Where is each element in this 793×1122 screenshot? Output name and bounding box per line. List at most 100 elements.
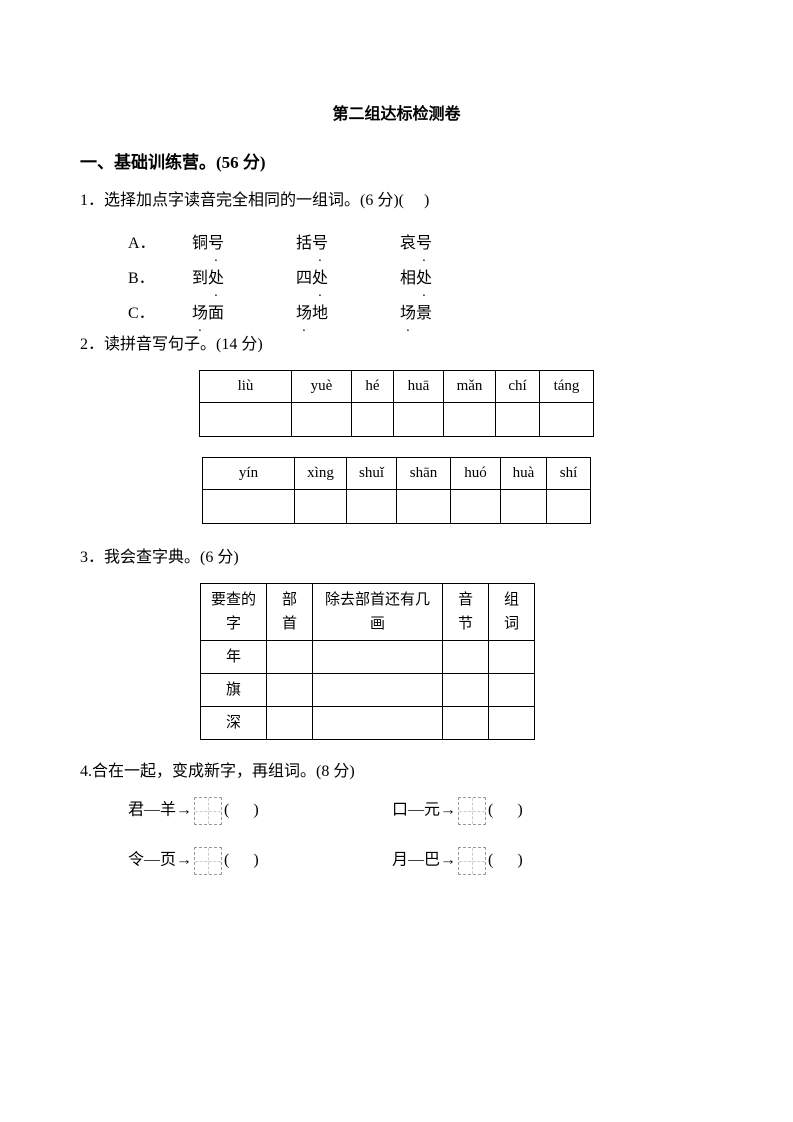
pinyin-cell: chí [496, 371, 540, 403]
dict-header: 要查的字 [201, 583, 267, 640]
tianzige-box[interactable] [458, 847, 486, 875]
answer-cell[interactable] [203, 490, 295, 524]
opt-word: 场景 [400, 296, 432, 331]
q3-prompt: 3．我会查字典。(6 分) [80, 544, 713, 573]
opt-word: 相处 [400, 261, 432, 296]
combo-left: 月 [392, 851, 408, 868]
answer-cell[interactable] [540, 403, 594, 437]
combo-left: 君 [128, 801, 144, 818]
opt-word: 铜号 [192, 226, 292, 261]
q1-option-b: B． 到处 四处 相处 [128, 261, 713, 296]
answer-cell[interactable] [200, 403, 292, 437]
answer-cell[interactable] [443, 640, 489, 673]
answer-cell[interactable] [489, 640, 535, 673]
char-dotted: 处 [208, 261, 224, 296]
answer-cell[interactable] [292, 403, 352, 437]
answer-cell[interactable] [547, 490, 591, 524]
dict-header: 除去部首还有几画 [313, 583, 443, 640]
combo-item: 口—元→( ) [392, 797, 652, 825]
q1-prompt: 1．选择加点字读音完全相同的一组词。(6 分)( ) [80, 187, 713, 216]
answer-cell[interactable] [352, 403, 394, 437]
q1-text-b: ) [424, 192, 429, 209]
combo-right: 页 [160, 851, 176, 868]
opt-label: B． [128, 261, 188, 296]
dict-header: 部首 [267, 583, 313, 640]
q4-block: 君—羊→( ) 口—元→( ) 令—页→( ) 月—巴→( ) [80, 797, 713, 875]
char: 面 [208, 305, 224, 322]
opt-word: 到处 [192, 261, 292, 296]
tianzige-box[interactable] [194, 847, 222, 875]
answer-cell[interactable] [489, 706, 535, 739]
char: 景 [416, 305, 432, 322]
char: 括 [296, 235, 312, 252]
combo-right: 羊 [160, 801, 176, 818]
combo-item: 令—页→( ) [128, 847, 388, 875]
answer-cell[interactable] [295, 490, 347, 524]
q2-table-1: liù yuè hé huā mǎn chí táng [199, 370, 594, 437]
dict-header: 音节 [443, 583, 489, 640]
combo-item: 月—巴→( ) [392, 847, 652, 875]
char-dotted: 场 [400, 296, 416, 331]
answer-cell[interactable] [267, 640, 313, 673]
pinyin-cell: xìng [295, 458, 347, 490]
tianzige-box[interactable] [194, 797, 222, 825]
answer-cell[interactable] [394, 403, 444, 437]
char: 铜 [192, 235, 208, 252]
char: 相 [400, 270, 416, 287]
page-title: 第二组达标检测卷 [80, 100, 713, 124]
dict-char: 旗 [201, 673, 267, 706]
answer-cell[interactable] [313, 706, 443, 739]
char-dotted: 场 [296, 296, 312, 331]
answer-cell[interactable] [397, 490, 451, 524]
answer-cell[interactable] [444, 403, 496, 437]
pinyin-cell: hé [352, 371, 394, 403]
answer-cell[interactable] [496, 403, 540, 437]
pinyin-cell: shí [547, 458, 591, 490]
pinyin-cell: liù [200, 371, 292, 403]
answer-cell[interactable] [313, 673, 443, 706]
q1-option-a: A． 铜号 括号 哀号 [128, 226, 713, 261]
char-dotted: 处 [312, 261, 328, 296]
combo-right: 元 [424, 801, 440, 818]
answer-cell[interactable] [347, 490, 397, 524]
answer-cell[interactable] [489, 673, 535, 706]
combo-left: 口 [392, 801, 408, 818]
answer-cell[interactable] [443, 706, 489, 739]
answer-cell[interactable] [267, 673, 313, 706]
opt-word: 哀号 [400, 226, 432, 261]
opt-word: 场面 [192, 296, 292, 331]
answer-cell[interactable] [443, 673, 489, 706]
opt-word: 四处 [296, 261, 396, 296]
q4-prompt: 4.合在一起，变成新字，再组词。(8 分) [80, 758, 713, 787]
pinyin-cell: shuǐ [347, 458, 397, 490]
char: 到 [192, 270, 208, 287]
char-dotted: 号 [416, 226, 432, 261]
dict-header: 组词 [489, 583, 535, 640]
char-dotted: 号 [208, 226, 224, 261]
dict-char: 深 [201, 706, 267, 739]
opt-label: C． [128, 296, 188, 331]
answer-cell[interactable] [451, 490, 501, 524]
answer-cell[interactable] [267, 706, 313, 739]
pinyin-cell: mǎn [444, 371, 496, 403]
char-dotted: 号 [312, 226, 328, 261]
q3-table: 要查的字 部首 除去部首还有几画 音节 组词 年 旗 深 [200, 583, 535, 740]
q1-text-a: 1．选择加点字读音完全相同的一组词。(6 分)( [80, 192, 404, 209]
pinyin-cell: huā [394, 371, 444, 403]
pinyin-cell: yín [203, 458, 295, 490]
pinyin-cell: yuè [292, 371, 352, 403]
q1-options: A． 铜号 括号 哀号 B． 到处 四处 相处 C． 场面 场地 场景 [80, 226, 713, 332]
q2-table-2: yín xìng shuǐ shān huó huà shí [202, 457, 591, 524]
char-dotted: 场 [192, 296, 208, 331]
answer-cell[interactable] [313, 640, 443, 673]
combo-left: 令 [128, 851, 144, 868]
q2-prompt: 2．读拼音写句子。(14 分) [80, 331, 713, 360]
pinyin-cell: huà [501, 458, 547, 490]
pinyin-cell: huó [451, 458, 501, 490]
tianzige-box[interactable] [458, 797, 486, 825]
dict-char: 年 [201, 640, 267, 673]
section-heading: 一、基础训练营。(56 分) [80, 148, 713, 173]
char-dotted: 处 [416, 261, 432, 296]
answer-cell[interactable] [501, 490, 547, 524]
pinyin-cell: shān [397, 458, 451, 490]
